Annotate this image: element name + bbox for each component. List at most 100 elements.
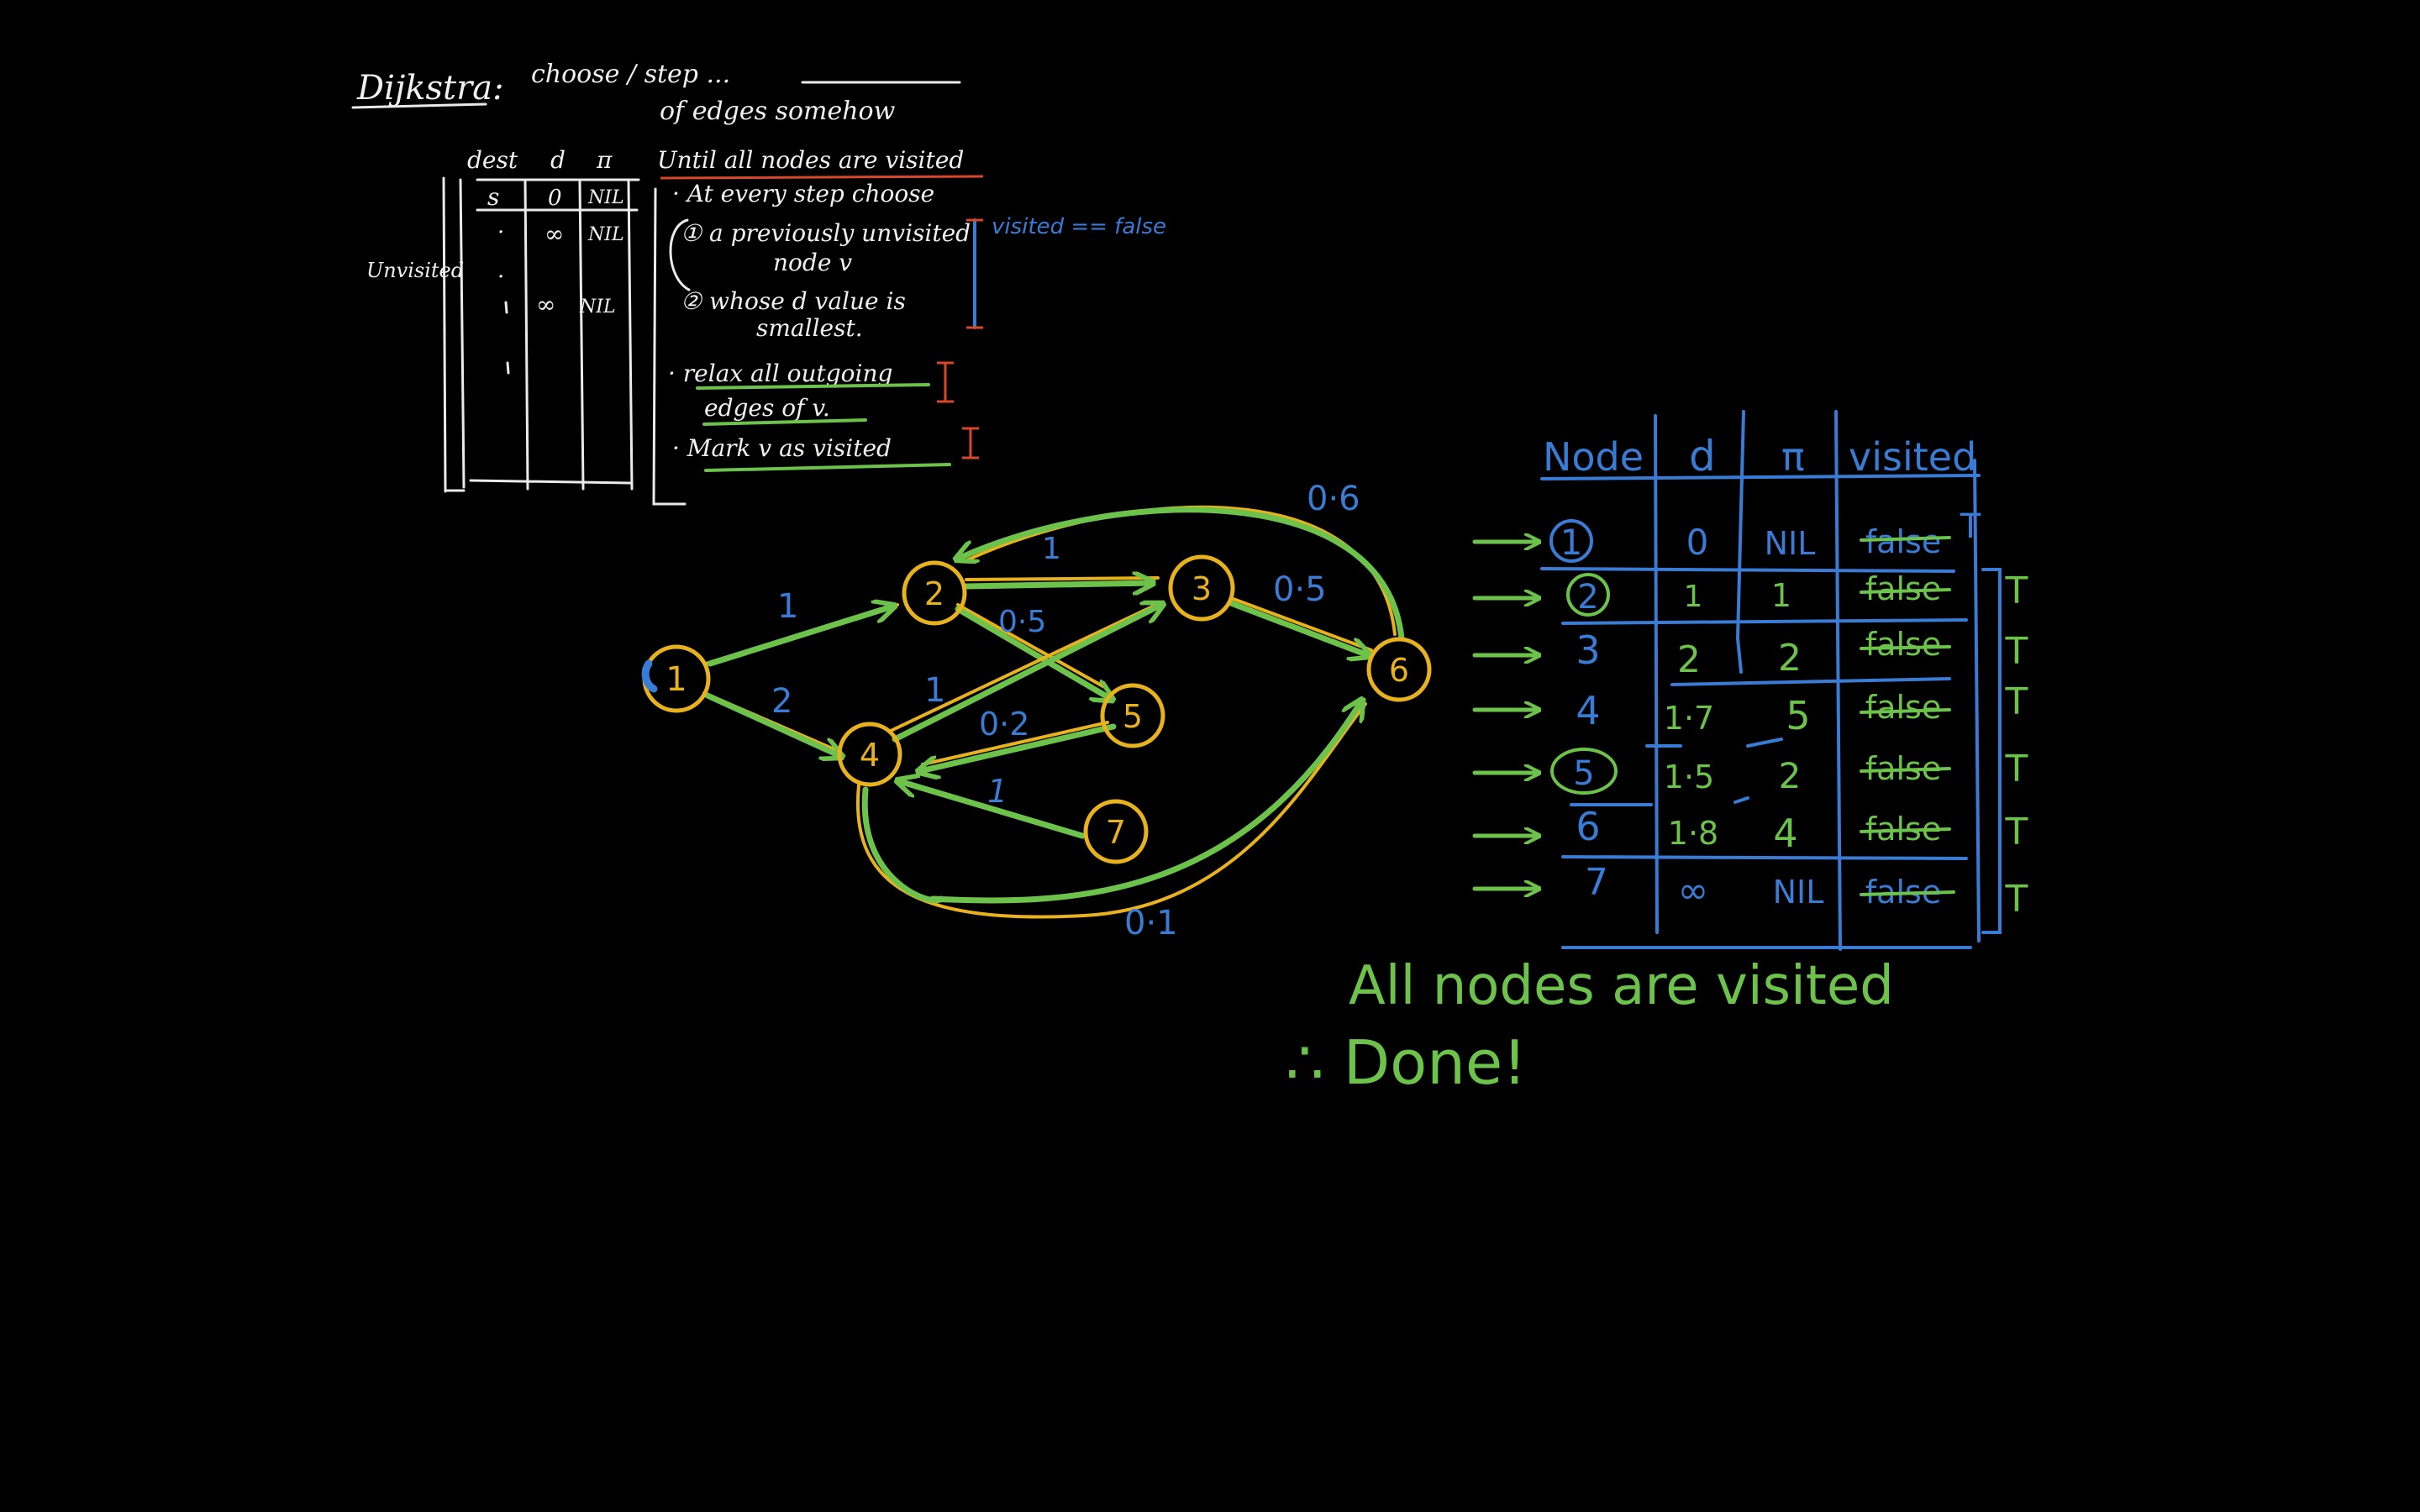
edge-2-6 [958,505,1405,642]
edge-4-6 [855,701,1365,919]
graph-node-7: 7 [1083,799,1149,864]
graph-node-2: 2 [902,560,967,626]
result-row-2: 2 1 1 false T [1472,570,2028,625]
result-row-5-d: 1·5 [1664,759,1714,795]
result-row-6-node: 6 [1576,804,1600,849]
edge-1-2 [704,605,897,667]
left-row1-pi: NIL [587,187,624,208]
result-row-1: 1 0 NIL false T [1472,507,1981,573]
result-row-2-pi: 1 [1771,577,1791,614]
result-row-4: 4 1·7 5 false T [1472,680,2028,748]
graph-node-6: 6 [1366,637,1432,702]
result-row-4-pi: 5 [1786,693,1810,738]
edge-1-4 [702,691,840,756]
algo-step3: · Mark v as visited [672,434,892,462]
left-table-dots [504,301,510,375]
conclusion-line1: All nodes are visited [1349,955,1894,1017]
result-row-5-final: T [2005,748,2028,790]
left-row1-d: 0 [548,186,562,211]
result-row-6-d: 1·8 [1668,815,1718,852]
edge-label-2-3: 1 [1042,532,1061,566]
notes-subnote: of edges somehow [660,97,896,126]
edge-label-1-2: 1 [777,587,798,626]
result-row-2-node: 2 [1577,578,1598,617]
title-underline [351,102,487,109]
result-row-1-pi: NIL [1765,525,1816,562]
left-table-grid [442,176,640,493]
graph: 1 2 1 0·5 1 0·5 0·6 0·2 1 0·1 1 2 3 4 5 [641,480,1432,942]
algo-bracket [652,187,687,506]
graph-node-7-label: 7 [1106,814,1126,851]
edge-label-5-4: 0·2 [979,706,1029,743]
result-row-1-node: 1 [1560,522,1583,563]
result-row-3: 3 2 2 false T [1472,626,2028,686]
graph-node-3: 3 [1168,554,1235,622]
graph-node-1: 1 [641,644,711,713]
result-row-4-visited: false [1865,689,1941,726]
algo-step2: · relax all outgoing [668,360,892,387]
table-header-pi: π [596,146,613,174]
edge-label-3-6: 0·5 [1273,570,1327,609]
graph-node-2-label: 2 [924,575,944,612]
edge-label-4-3: 1 [924,671,945,710]
conclusion-line2: ∴ Done! [1286,1027,1527,1098]
left-row2-dest: · [497,220,504,245]
edge-4-3 [889,603,1161,743]
result-row-6: 6 1·8 4 false T [1472,804,2028,860]
graph-node-4-label: 4 [860,737,880,774]
algo-step1b2: smallest. [756,314,863,342]
graph-node-3-label: 3 [1192,570,1212,607]
final-column-bracket [1981,568,2002,934]
result-row-7-d: ∞ [1678,869,1709,912]
left-row2-pi: NIL [587,224,624,245]
graph-node-5: 5 [1100,683,1165,748]
left-row1-dest: s [487,183,499,211]
edge-label-2-5: 0·5 [998,605,1046,639]
result-row-2-final: T [2005,570,2028,612]
result-row-7-pi: NIL [1773,874,1824,911]
algo-header: Until all nodes are visited [657,146,964,174]
graph-node-5-label: 5 [1123,698,1143,735]
notes-panel: Dijkstra: choose / step ... of edges som… [351,60,1166,506]
result-header-visited: visited [1849,434,1976,480]
result-header-d: d [1689,432,1716,480]
result-row-1-final: T [1960,507,1981,546]
result-header-node: Node [1543,434,1644,480]
notes-title-rest: choose / step ... [531,60,730,89]
edge-2-3 [963,578,1160,586]
result-table: Node d π visited 1 0 NIL false T 2 1 1 f… [1472,410,2028,951]
result-row-6-final: T [2005,811,2028,853]
result-row-3-node: 3 [1576,627,1600,673]
result-row-7: 7 ∞ NIL false T [1472,861,2028,921]
graph-node-6-label: 6 [1389,652,1409,689]
edge-5-4 [920,721,1117,771]
graph-node-1-label: 1 [666,660,687,699]
left-row3-d: ∞ [536,291,555,318]
result-row-3-visited: false [1865,626,1941,663]
result-row-4-d: 1·7 [1664,700,1714,737]
table-header-dest: dest [467,146,518,174]
algo-step1: · At every step choose [672,180,934,207]
step2-green-underline [696,383,930,390]
result-row-1-visited: false [1865,523,1941,560]
notes-title: Dijkstra: [356,69,504,108]
graph-node-4: 4 [837,722,902,787]
edge-label-4-6: 0·1 [1124,904,1178,942]
result-row-5-pi: 2 [1779,755,1802,796]
algo-header-underline [660,175,984,180]
result-row-4-node: 4 [1576,688,1600,733]
left-row3-pi: NIL [579,297,616,318]
result-row-7-node: 7 [1585,861,1608,904]
step1-red-ticks [966,218,983,329]
unvisited-side-label: Unvisited [366,259,464,282]
left-row3-dest: · [497,265,504,290]
edge-label-2-6: 0·6 [1307,480,1360,518]
result-row-3-pi: 2 [1778,637,1802,680]
result-row-5: 5 1·5 2 false T [1472,748,2028,806]
step2-red-marker [937,361,954,403]
step2b-green-underline [702,418,867,426]
result-row-1-d: 0 [1686,522,1709,563]
conclusion: All nodes are visited ∴ Done! [1286,955,1894,1098]
result-header-pi: π [1781,434,1805,480]
